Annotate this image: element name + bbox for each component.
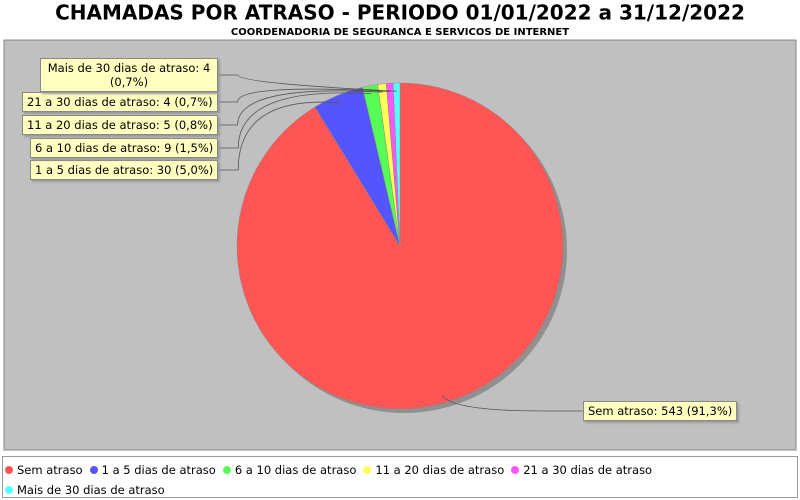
legend-item: 1 a 5 dias de atraso [89,460,216,480]
slice-label: 1 a 5 dias de atraso: 30 (5,0%) [30,160,219,180]
legend-swatch [222,466,231,474]
chart-subtitle: COORDENADORIA DE SEGURANCA E SERVICOS DE… [231,27,569,38]
label-link [218,74,397,92]
label-link [441,394,583,412]
legend-swatch [89,466,98,474]
slice-label: Sem atraso: 543 (91,3%) [583,401,738,421]
legend-swatch [511,466,520,474]
slice-label: 11 a 20 dias de atraso: 5 (0,8%) [22,115,218,135]
legend-label: 6 a 10 dias de atraso [234,463,357,477]
legend-label: Sem atraso [17,463,83,477]
legend-item: Mais de 30 dias de atraso [5,480,165,500]
label-link [217,90,383,126]
legend-item: 6 a 10 dias de atraso [222,460,357,480]
legend-item: 11 a 20 dias de atraso [363,460,504,480]
label-link [218,101,342,171]
legend-swatch [5,486,13,494]
slice-label: 6 a 10 dias de atraso: 9 (1,5%) [30,138,219,158]
chart-title: CHAMADAS POR ATRASO - PERIODO 01/01/2022… [55,1,745,25]
slice-label: Mais de 30 dias de atraso: 4 (0,7%) [40,58,218,92]
legend-label: 21 a 30 dias de atraso [523,463,653,477]
slice-label: 21 a 30 dias de atraso: 4 (0,7%) [22,92,218,112]
legend-swatch [363,466,372,474]
legend-item: Sem atraso [5,460,83,480]
label-link [218,92,372,149]
legend-swatch [5,466,13,474]
label-link [217,88,391,103]
legend-label: Mais de 30 dias de atraso [17,483,165,497]
pie-slice [392,82,401,247]
chart: CHAMADAS POR ATRASO - PERIODO 01/01/2022… [3,1,797,451]
legend-label: 1 a 5 dias de atraso [101,463,216,477]
legend: Sem atraso 1 a 5 dias de atraso 6 a 10 dia… [2,456,798,498]
legend-label: 11 a 20 dias de atraso [375,463,505,477]
legend-item: 21 a 30 dias de atraso [511,460,652,480]
